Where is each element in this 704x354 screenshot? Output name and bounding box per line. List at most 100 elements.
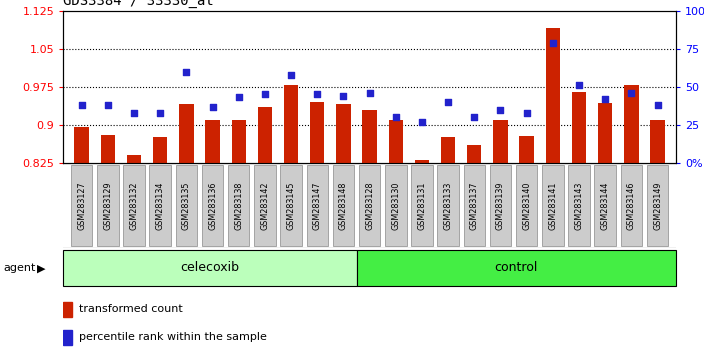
Bar	[337, 104, 351, 163]
Text: GSM283140: GSM283140	[522, 181, 531, 229]
Bar	[153, 137, 168, 163]
Bar	[467, 145, 482, 163]
Point	[416, 119, 427, 125]
Text: GSM283134: GSM283134	[156, 181, 165, 229]
FancyBboxPatch shape	[568, 165, 590, 246]
Point	[285, 72, 296, 78]
Bar	[624, 85, 639, 163]
Point	[652, 102, 663, 108]
Bar	[598, 103, 612, 163]
Text: GSM283147: GSM283147	[313, 181, 322, 230]
Text: GSM283144: GSM283144	[601, 181, 610, 229]
FancyBboxPatch shape	[97, 165, 118, 246]
Point	[207, 104, 218, 109]
FancyBboxPatch shape	[490, 165, 511, 246]
Text: transformed count: transformed count	[79, 304, 182, 314]
Point	[495, 107, 506, 113]
FancyBboxPatch shape	[542, 165, 563, 246]
Point	[155, 110, 166, 115]
Text: GSM283127: GSM283127	[77, 181, 86, 230]
Text: GSM283128: GSM283128	[365, 181, 374, 230]
Bar	[63, 302, 72, 316]
Bar	[101, 135, 115, 163]
Text: GSM283139: GSM283139	[496, 181, 505, 230]
Text: GSM283132: GSM283132	[130, 181, 139, 230]
FancyBboxPatch shape	[647, 165, 668, 246]
Point	[573, 82, 584, 88]
Text: GSM283138: GSM283138	[234, 181, 243, 229]
Point	[181, 69, 192, 74]
Point	[600, 96, 611, 102]
FancyBboxPatch shape	[254, 165, 276, 246]
Text: GSM283133: GSM283133	[444, 181, 453, 229]
Point	[338, 93, 349, 99]
FancyBboxPatch shape	[621, 165, 642, 246]
Text: GSM283149: GSM283149	[653, 181, 662, 230]
Bar	[180, 104, 194, 163]
Bar	[232, 120, 246, 163]
Point	[521, 110, 532, 115]
Bar	[520, 136, 534, 163]
Text: agent: agent	[4, 263, 36, 273]
FancyBboxPatch shape	[149, 165, 171, 246]
FancyBboxPatch shape	[175, 165, 197, 246]
Bar	[415, 160, 429, 163]
Text: GSM283148: GSM283148	[339, 181, 348, 229]
FancyBboxPatch shape	[333, 165, 354, 246]
Bar	[572, 92, 586, 163]
FancyBboxPatch shape	[63, 250, 356, 286]
FancyBboxPatch shape	[437, 165, 459, 246]
Bar	[546, 28, 560, 163]
Text: GSM283137: GSM283137	[470, 181, 479, 230]
Text: GSM283136: GSM283136	[208, 181, 217, 229]
FancyBboxPatch shape	[280, 165, 302, 246]
FancyBboxPatch shape	[359, 165, 380, 246]
FancyBboxPatch shape	[71, 165, 92, 246]
Point	[443, 99, 454, 105]
Text: GSM283131: GSM283131	[417, 181, 427, 229]
Bar	[389, 120, 403, 163]
Point	[390, 114, 401, 120]
FancyBboxPatch shape	[385, 165, 406, 246]
Bar	[363, 109, 377, 163]
Bar	[63, 330, 72, 345]
Text: GSM283146: GSM283146	[627, 181, 636, 229]
Text: percentile rank within the sample: percentile rank within the sample	[79, 332, 267, 342]
Text: GSM283135: GSM283135	[182, 181, 191, 230]
Text: GSM283141: GSM283141	[548, 181, 558, 229]
FancyBboxPatch shape	[306, 165, 328, 246]
Point	[102, 102, 113, 108]
Text: GSM283142: GSM283142	[260, 181, 270, 230]
Point	[626, 90, 637, 96]
Text: GSM283143: GSM283143	[574, 181, 584, 229]
Bar	[441, 137, 455, 163]
FancyBboxPatch shape	[202, 165, 223, 246]
Point	[469, 114, 480, 120]
Text: GDS3384 / 33330_at: GDS3384 / 33330_at	[63, 0, 214, 8]
Text: GSM283130: GSM283130	[391, 181, 401, 229]
Bar	[258, 107, 272, 163]
Point	[233, 95, 244, 100]
Text: GSM283145: GSM283145	[287, 181, 296, 230]
Bar	[650, 120, 665, 163]
FancyBboxPatch shape	[594, 165, 616, 246]
FancyBboxPatch shape	[356, 250, 676, 286]
Bar	[75, 127, 89, 163]
Bar	[310, 102, 325, 163]
FancyBboxPatch shape	[411, 165, 433, 246]
Text: GSM283129: GSM283129	[103, 181, 113, 230]
Point	[547, 40, 558, 45]
Point	[259, 92, 270, 97]
Text: control: control	[494, 261, 538, 274]
Bar	[494, 120, 508, 163]
Text: ▶: ▶	[37, 263, 45, 273]
FancyBboxPatch shape	[123, 165, 145, 246]
FancyBboxPatch shape	[463, 165, 485, 246]
FancyBboxPatch shape	[516, 165, 537, 246]
Bar	[127, 155, 142, 163]
FancyBboxPatch shape	[228, 165, 249, 246]
Point	[312, 92, 323, 97]
Point	[364, 90, 375, 96]
Point	[128, 110, 139, 115]
Bar	[284, 85, 298, 163]
